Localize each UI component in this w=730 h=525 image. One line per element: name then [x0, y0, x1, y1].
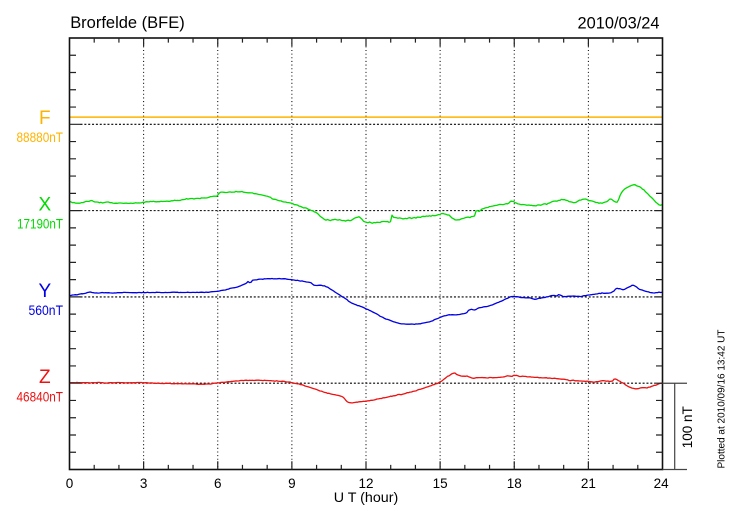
svg-text:Plotted at 2010/09/16 13:42 UT: Plotted at 2010/09/16 13:42 UT [717, 330, 728, 469]
svg-text:X: X [38, 195, 51, 216]
svg-text:18: 18 [507, 476, 522, 491]
svg-text:6: 6 [214, 476, 222, 491]
svg-text:2010/03/24: 2010/03/24 [578, 13, 660, 32]
svg-text:88880nT: 88880nT [17, 130, 64, 145]
svg-text:9: 9 [288, 476, 296, 491]
svg-text:46840nT: 46840nT [17, 390, 64, 405]
svg-text:560nT: 560nT [29, 303, 64, 318]
svg-text:100 nT: 100 nT [680, 406, 695, 448]
svg-text:U T (hour): U T (hour) [334, 490, 399, 505]
svg-text:F: F [39, 108, 51, 129]
svg-text:21: 21 [581, 476, 596, 491]
svg-text:0: 0 [66, 476, 74, 491]
svg-text:15: 15 [433, 476, 448, 491]
svg-text:Z: Z [39, 367, 51, 388]
svg-text:3: 3 [140, 476, 148, 491]
svg-text:Brorfelde (BFE): Brorfelde (BFE) [70, 13, 185, 32]
svg-text:12: 12 [358, 476, 373, 491]
svg-text:Y: Y [38, 281, 51, 302]
svg-text:17190nT: 17190nT [17, 217, 63, 232]
svg-text:24: 24 [654, 476, 670, 491]
